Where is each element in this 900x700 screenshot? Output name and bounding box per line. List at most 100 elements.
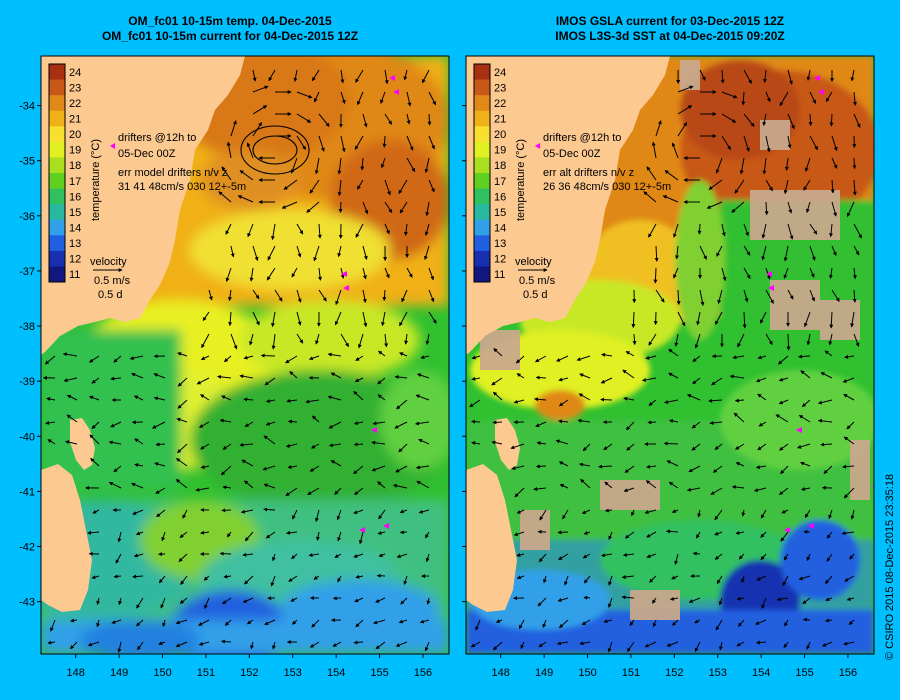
left-current-arrow bbox=[314, 509, 320, 522]
left-current-arrow bbox=[133, 395, 144, 401]
left-lon-tick-label: 155 bbox=[370, 667, 388, 679]
right-current-arrow bbox=[809, 289, 815, 302]
right-current-arrow bbox=[538, 641, 547, 648]
left-current-arrow bbox=[291, 267, 298, 278]
left-current-arrow bbox=[428, 179, 435, 193]
left-current-arrow bbox=[246, 619, 254, 625]
right-current-arrow bbox=[734, 179, 745, 194]
left-current-arrow bbox=[318, 289, 327, 302]
right-current-arrow bbox=[623, 487, 635, 493]
right-current-arrow bbox=[809, 267, 815, 278]
right-current-arrow bbox=[607, 641, 613, 653]
right-current-arrow bbox=[804, 311, 811, 328]
right-current-arrow bbox=[535, 375, 547, 380]
right-current-arrow bbox=[558, 399, 569, 407]
right-current-arrow bbox=[762, 157, 767, 175]
right-current-arrow bbox=[800, 370, 811, 379]
left-current-arrow bbox=[199, 421, 210, 428]
right-current-arrow bbox=[825, 597, 833, 602]
right-current-arrow bbox=[736, 641, 745, 647]
right-current-arrow bbox=[843, 436, 855, 445]
lat-tick-label: -36 bbox=[19, 211, 35, 223]
left-current-arrow bbox=[136, 597, 144, 609]
left-current-arrow bbox=[399, 311, 408, 327]
right-current-arrow bbox=[646, 464, 657, 469]
left-current-arrow bbox=[63, 377, 78, 383]
right-current-arrow bbox=[629, 619, 635, 626]
right-current-arrow bbox=[830, 179, 835, 194]
right-current-arrow bbox=[742, 311, 747, 329]
left-current-arrow bbox=[327, 395, 342, 401]
left-current-arrow bbox=[66, 394, 78, 401]
right-current-arrow bbox=[647, 420, 657, 425]
right-current-arrow bbox=[706, 201, 723, 209]
right-current-arrow bbox=[672, 619, 679, 626]
right-current-arrow bbox=[621, 595, 635, 600]
left-current-arrow bbox=[353, 442, 364, 447]
left-current-arrow bbox=[91, 575, 100, 580]
left-current-arrow bbox=[47, 640, 56, 645]
right-current-arrow bbox=[765, 289, 774, 304]
left-colorbar-tick-label: 16 bbox=[69, 191, 81, 203]
left-current-arrow bbox=[316, 531, 320, 541]
left-current-arrow bbox=[428, 267, 435, 281]
right-current-arrow bbox=[708, 179, 723, 190]
right-current-arrow bbox=[798, 414, 811, 423]
right-current-arrow bbox=[648, 223, 657, 238]
right-current-arrow bbox=[846, 421, 855, 430]
left-current-arrow bbox=[328, 421, 342, 429]
right-current-arrow bbox=[743, 223, 749, 237]
left-current-arrow bbox=[230, 120, 237, 137]
right-current-arrow bbox=[823, 465, 833, 474]
left-current-arrow bbox=[306, 201, 320, 213]
left-current-arrow bbox=[132, 574, 144, 579]
right-current-arrow bbox=[677, 311, 686, 327]
left-current-arrow bbox=[335, 289, 342, 306]
left-current-arrow bbox=[423, 245, 430, 261]
right-current-arrow bbox=[831, 245, 837, 257]
right-current-arrow bbox=[763, 69, 768, 84]
left-current-arrow bbox=[362, 201, 369, 215]
left-current-arrow bbox=[384, 179, 391, 196]
left-current-arrow bbox=[384, 223, 390, 235]
right-colorbar-tick-label: 16 bbox=[494, 191, 506, 203]
left-current-arrow bbox=[136, 619, 144, 627]
left-current-arrow bbox=[377, 377, 386, 385]
right-current-arrow bbox=[470, 641, 481, 648]
right-colorbar-label: temperature (°C) bbox=[515, 139, 527, 221]
right-current-arrow bbox=[516, 575, 525, 580]
left-current-arrow bbox=[153, 396, 166, 401]
right-current-arrow bbox=[622, 552, 635, 557]
left-drifter-marker bbox=[393, 89, 399, 95]
left-current-arrow bbox=[65, 440, 78, 445]
right-colorbar-tick-label: 23 bbox=[494, 82, 506, 94]
right-drifter-marker bbox=[796, 427, 802, 433]
left-current-arrow bbox=[384, 113, 393, 125]
left-current-arrow bbox=[268, 69, 276, 82]
left-velocity-label: velocity bbox=[90, 256, 127, 268]
right-current-arrow bbox=[475, 619, 481, 631]
left-current-arrow bbox=[296, 245, 302, 258]
left-current-arrow bbox=[292, 509, 298, 520]
left-current-vectors bbox=[42, 69, 437, 653]
left-current-arrow bbox=[265, 421, 276, 426]
left-current-arrow bbox=[66, 414, 78, 423]
right-current-arrow bbox=[780, 465, 789, 475]
left-current-arrow bbox=[362, 311, 368, 328]
right-current-arrow bbox=[714, 443, 723, 450]
right-current-arrow bbox=[608, 575, 613, 586]
right-current-arrow bbox=[688, 465, 701, 473]
left-current-arrow bbox=[371, 465, 386, 472]
left-current-arrow bbox=[178, 553, 188, 562]
left-current-arrow bbox=[398, 179, 408, 195]
right-current-arrow bbox=[787, 113, 795, 130]
right-title-line2: IMOS L3S-3d SST at 04-Dec-2015 09:20Z bbox=[555, 29, 785, 43]
left-lon-tick-label: 148 bbox=[67, 667, 85, 679]
right-current-arrow bbox=[831, 201, 837, 217]
left-current-arrow bbox=[380, 91, 386, 104]
right-current-arrow bbox=[603, 443, 613, 451]
left-current-arrow bbox=[117, 531, 122, 543]
left-current-arrow bbox=[353, 465, 364, 475]
right-colorbar: 24 23 22 21 20 19 18 17 16 15 14 13 12 11 temperature … bbox=[473, 63, 527, 283]
left-current-arrow bbox=[161, 531, 166, 542]
